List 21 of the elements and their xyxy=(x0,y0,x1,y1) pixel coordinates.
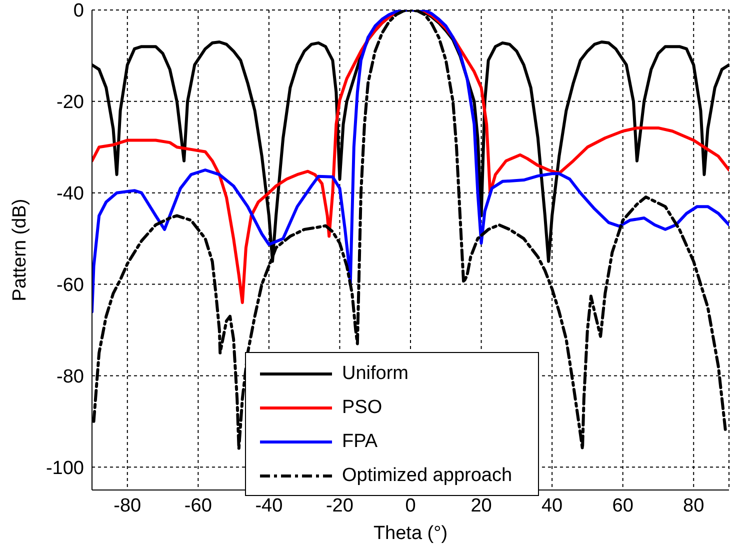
y-tick-label: 0 xyxy=(73,0,84,22)
y-tick-label: -100 xyxy=(46,458,84,479)
x-tick-label: -40 xyxy=(255,495,283,516)
legend-label: Uniform xyxy=(342,363,409,385)
y-tick-label: -60 xyxy=(56,275,84,296)
y-tick-label: -80 xyxy=(56,366,84,388)
y-axis-title: Pattern (dB) xyxy=(10,198,30,302)
x-tick-label: 20 xyxy=(470,495,492,516)
x-tick-label: -80 xyxy=(114,495,142,516)
x-tick-label: 80 xyxy=(683,495,704,516)
x-tick-label: 60 xyxy=(612,495,634,516)
y-tick-label: -20 xyxy=(56,92,84,114)
legend-label: FPA xyxy=(342,431,378,453)
y-tick-label: -40 xyxy=(56,184,84,205)
x-axis-title: Theta (°) xyxy=(373,523,448,544)
x-tick-label: -60 xyxy=(184,495,212,516)
legend-label: PSO xyxy=(342,397,382,419)
x-tick-label: 0 xyxy=(405,495,416,516)
legend-label: Optimized approach xyxy=(342,465,512,487)
x-tick-label: 40 xyxy=(541,495,563,516)
x-tick-label: -20 xyxy=(326,495,354,516)
